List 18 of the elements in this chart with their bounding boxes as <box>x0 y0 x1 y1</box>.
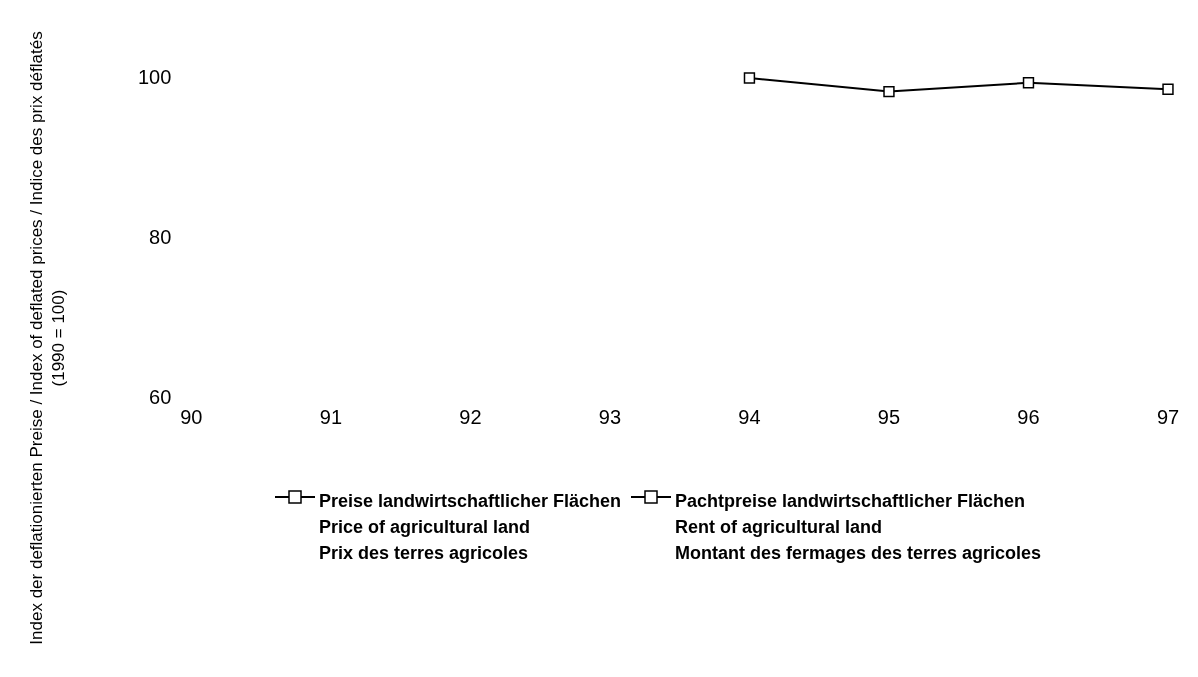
legend-label: Pachtpreise landwirtschaftlicher Flächen Rent of agricultural land Montant des fermages des terres agricoles <box>674 490 1042 565</box>
point <box>1022 77 1035 89</box>
x-tick-label: 90 <box>180 405 203 428</box>
x-tick-label: 93 <box>598 405 622 428</box>
x-tick-label: 91 <box>319 405 343 428</box>
y-tick-label: 100 <box>137 65 172 88</box>
y-tick-label: 60 <box>149 385 172 408</box>
x-tick-label: 92 <box>459 405 482 428</box>
x-tick-label: 96 <box>1017 405 1040 428</box>
x-tick-label: 94 <box>738 405 761 428</box>
x-tick-label: 95 <box>877 405 901 428</box>
point <box>883 85 895 98</box>
y-axis-title: Index der deflationierten Preise / Index of deflated prices / Indice des prix déflatés (1990 = 100) <box>26 30 69 647</box>
y-tick-label: 80 <box>149 225 172 248</box>
point <box>1162 83 1174 95</box>
point <box>743 72 756 84</box>
legend-label: Preise landwirtschaftlicher Flächen Price of agricultural land Prix des terres agricoles <box>318 490 621 565</box>
x-tick-label: 97 <box>1156 405 1180 428</box>
